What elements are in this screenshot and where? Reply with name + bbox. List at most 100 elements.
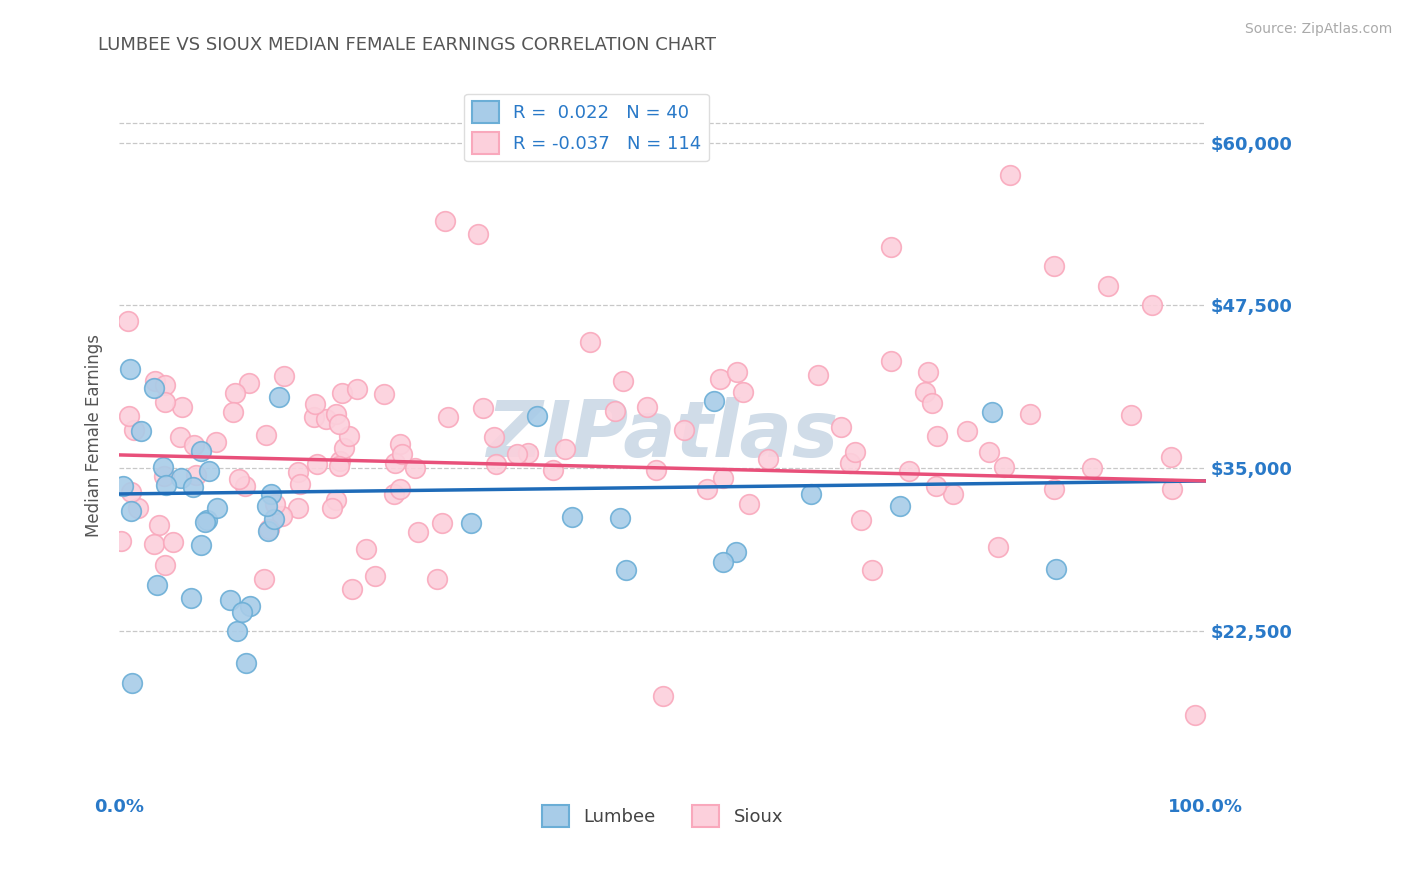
Point bbox=[384, 457, 406, 471]
Point bbox=[304, 397, 326, 411]
Point bbox=[430, 516, 453, 530]
Point bbox=[1161, 483, 1184, 497]
Point bbox=[127, 501, 149, 516]
Point bbox=[152, 460, 174, 475]
Point bbox=[651, 689, 673, 703]
Point bbox=[364, 569, 387, 583]
Point bbox=[914, 385, 936, 400]
Point bbox=[644, 463, 666, 477]
Point bbox=[307, 457, 329, 471]
Point bbox=[267, 390, 290, 404]
Point bbox=[614, 563, 637, 577]
Point bbox=[330, 385, 353, 400]
Point bbox=[554, 442, 576, 456]
Point bbox=[219, 593, 242, 607]
Point bbox=[328, 417, 350, 432]
Point bbox=[561, 509, 583, 524]
Point bbox=[170, 471, 193, 485]
Point bbox=[226, 624, 249, 638]
Point bbox=[143, 381, 166, 395]
Point bbox=[183, 438, 205, 452]
Point bbox=[1121, 408, 1143, 422]
Point bbox=[180, 591, 202, 606]
Point bbox=[844, 444, 866, 458]
Point bbox=[325, 493, 347, 508]
Point bbox=[388, 483, 411, 497]
Point bbox=[406, 524, 429, 539]
Point bbox=[287, 465, 309, 479]
Point bbox=[253, 573, 276, 587]
Point bbox=[346, 382, 368, 396]
Point bbox=[340, 582, 363, 596]
Point bbox=[239, 599, 262, 613]
Point bbox=[737, 497, 759, 511]
Point bbox=[605, 404, 627, 418]
Point bbox=[579, 334, 602, 349]
Point bbox=[146, 577, 169, 591]
Point bbox=[609, 510, 631, 524]
Point bbox=[143, 374, 166, 388]
Point bbox=[636, 401, 658, 415]
Point bbox=[987, 540, 1010, 554]
Point bbox=[190, 444, 212, 458]
Point bbox=[924, 479, 946, 493]
Point bbox=[155, 377, 177, 392]
Point bbox=[482, 430, 505, 444]
Point bbox=[471, 401, 494, 416]
Point bbox=[155, 477, 177, 491]
Point bbox=[288, 477, 311, 491]
Point bbox=[436, 409, 458, 424]
Point bbox=[725, 366, 748, 380]
Point bbox=[696, 482, 718, 496]
Point bbox=[460, 516, 482, 530]
Point bbox=[273, 368, 295, 383]
Point bbox=[112, 478, 135, 492]
Point bbox=[979, 444, 1001, 458]
Point bbox=[271, 509, 294, 524]
Point bbox=[333, 441, 356, 455]
Point bbox=[254, 428, 277, 442]
Point bbox=[506, 447, 529, 461]
Point bbox=[120, 485, 142, 500]
Point bbox=[169, 430, 191, 444]
Legend: Lumbee, Sioux: Lumbee, Sioux bbox=[534, 798, 790, 834]
Point bbox=[124, 423, 146, 437]
Point bbox=[373, 387, 395, 401]
Point bbox=[1042, 259, 1064, 273]
Point bbox=[860, 564, 883, 578]
Point bbox=[391, 447, 413, 461]
Text: ZIPatlas: ZIPatlas bbox=[486, 398, 839, 474]
Point bbox=[184, 467, 207, 482]
Point bbox=[956, 424, 979, 438]
Point bbox=[807, 368, 830, 382]
Point bbox=[981, 405, 1004, 419]
Point bbox=[235, 656, 257, 670]
Point bbox=[195, 513, 218, 527]
Point bbox=[927, 428, 949, 442]
Point bbox=[1019, 407, 1042, 421]
Point bbox=[118, 361, 141, 376]
Point bbox=[673, 423, 696, 437]
Point bbox=[260, 487, 283, 501]
Point bbox=[315, 411, 337, 425]
Point bbox=[1160, 450, 1182, 464]
Point bbox=[733, 385, 755, 400]
Point bbox=[1080, 460, 1102, 475]
Point bbox=[118, 409, 141, 424]
Point bbox=[264, 497, 287, 511]
Point bbox=[231, 605, 253, 619]
Text: LUMBEE VS SIOUX MEDIAN FEMALE EARNINGS CORRELATION CHART: LUMBEE VS SIOUX MEDIAN FEMALE EARNINGS C… bbox=[98, 36, 717, 54]
Point bbox=[830, 420, 852, 434]
Point bbox=[467, 227, 489, 241]
Point bbox=[426, 572, 449, 586]
Point bbox=[110, 534, 132, 549]
Point bbox=[1097, 278, 1119, 293]
Point bbox=[758, 451, 780, 466]
Point bbox=[153, 395, 176, 409]
Point bbox=[898, 464, 921, 478]
Point bbox=[703, 393, 725, 408]
Point bbox=[222, 405, 245, 419]
Point bbox=[256, 499, 278, 513]
Point bbox=[238, 376, 260, 390]
Point bbox=[404, 461, 426, 475]
